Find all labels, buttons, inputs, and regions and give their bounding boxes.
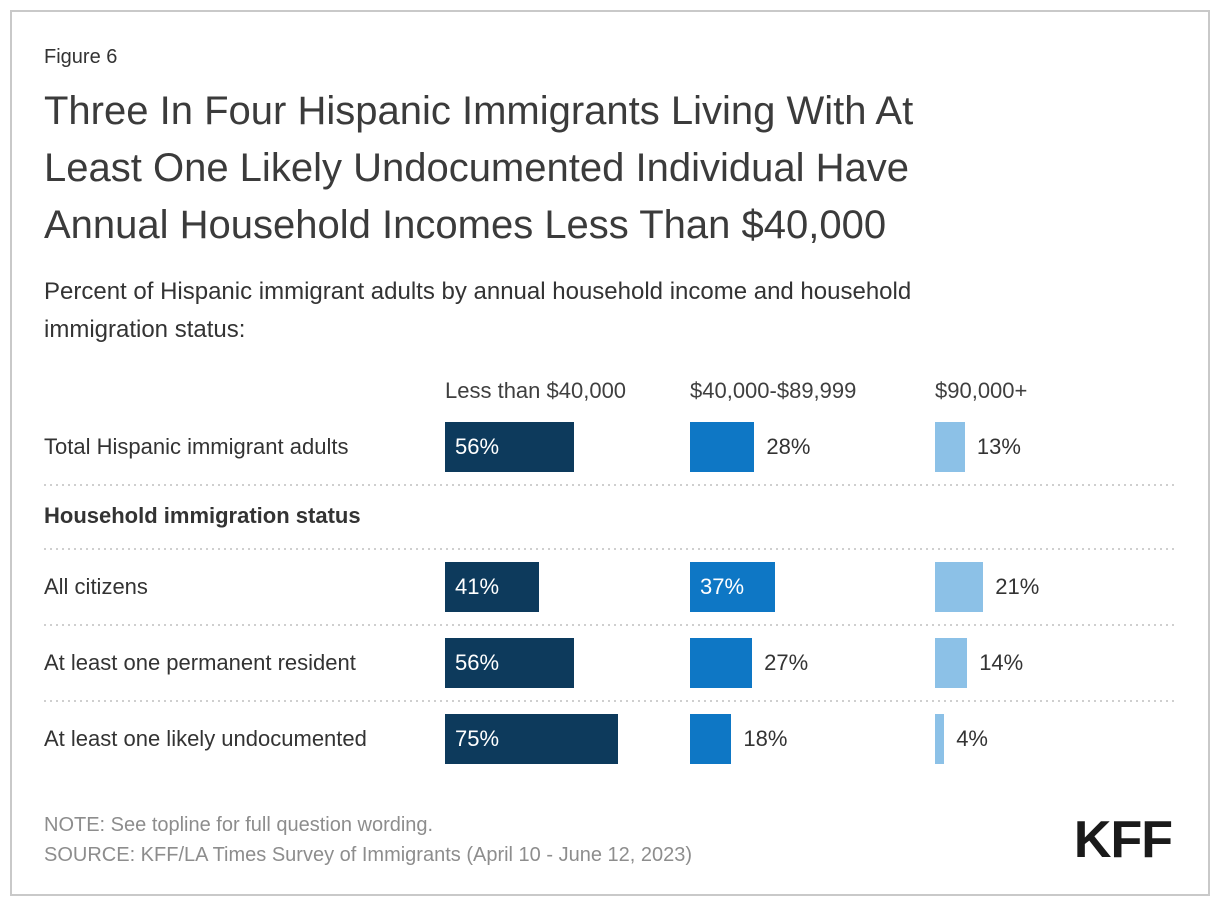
- bar-cell-less-than-40k: 56%: [445, 421, 690, 472]
- figure-label: Figure 6: [44, 46, 118, 68]
- bar-cell-less-than-40k: 56%: [445, 637, 690, 688]
- bar-value-label: 28%: [766, 433, 811, 459]
- bar-value-label: 41%: [455, 573, 500, 599]
- income-bar-chart: Less than $40,000 $40,000-$89,999 $90,00…: [44, 378, 1176, 776]
- bar-cell-90k-plus: 4%: [935, 713, 1180, 764]
- row-at-least-one-likely-undocumented: At least one likely undocumented 75% 18%…: [44, 702, 1176, 776]
- figure-subtitle: Percent of Hispanic immigrant adults by …: [44, 273, 1176, 347]
- bar: 37%: [690, 561, 776, 612]
- bar: [935, 637, 968, 688]
- bar-cell-40k-to-89k: 18%: [690, 713, 935, 764]
- bar-cell-40k-to-89k: 28%: [690, 421, 935, 472]
- row-divider: [44, 699, 1176, 702]
- column-header-row: Less than $40,000 $40,000-$89,999 $90,00…: [44, 378, 1176, 404]
- row-divider: [44, 547, 1176, 550]
- bar: 56%: [445, 637, 574, 688]
- bar-cell-less-than-40k: 41%: [445, 561, 690, 612]
- bar-cell-90k-plus: 13%: [935, 421, 1180, 472]
- figure-subtitle-line-2: immigration status:: [44, 315, 246, 343]
- kff-logo: KFF: [1073, 811, 1173, 869]
- bar-value-label: 13%: [976, 433, 1021, 459]
- bar-cell-40k-to-89k: 27%: [690, 637, 935, 688]
- row-label: At least one likely undocumented: [44, 725, 367, 751]
- bar-value-label: 14%: [979, 649, 1024, 675]
- bar: 56%: [445, 421, 574, 472]
- column-header-less-than-40k: Less than $40,000: [445, 377, 627, 403]
- figure-footer: NOTE: See topline for full question word…: [44, 810, 1176, 871]
- bar: 41%: [445, 561, 540, 612]
- bar: [690, 421, 755, 472]
- bar-value-label: 18%: [743, 725, 788, 751]
- bar-cell-40k-to-89k: 37%: [690, 561, 935, 612]
- figure-title-line-1: Three In Four Hispanic Immigrants Living…: [44, 89, 914, 133]
- bar-value-label: 27%: [764, 649, 809, 675]
- figure-subtitle-line-1: Percent of Hispanic immigrant adults by …: [44, 278, 912, 306]
- row-at-least-one-permanent-resident: At least one permanent resident 56% 27% …: [44, 626, 1176, 700]
- column-header-90k-plus: $90,000+: [935, 377, 1028, 403]
- section-header-row: Household immigration status: [44, 486, 1176, 548]
- bar: [935, 421, 965, 472]
- bar: [935, 561, 984, 612]
- bar: [690, 637, 753, 688]
- bar-value-label: 21%: [995, 573, 1040, 599]
- row-label: All citizens: [44, 573, 148, 599]
- bar-cell-90k-plus: 14%: [935, 637, 1180, 688]
- bar-value-label: 4%: [956, 725, 988, 751]
- bar-value-label: 75%: [455, 725, 500, 751]
- bar: [935, 713, 945, 764]
- row-label: At least one permanent resident: [44, 649, 356, 675]
- column-header-40k-to-89k: $40,000-$89,999: [690, 377, 857, 403]
- figure-title-line-3: Annual Household Incomes Less Than $40,0…: [44, 202, 887, 247]
- bar-value-label: 56%: [455, 433, 500, 459]
- row-total-hispanic-immigrant-adults: Total Hispanic immigrant adults 56% 28% …: [44, 410, 1176, 484]
- bar: [690, 713, 732, 764]
- source-text: SOURCE: KFF/LA Times Survey of Immigrant…: [44, 844, 693, 867]
- bar-cell-90k-plus: 21%: [935, 561, 1180, 612]
- figure-title: Three In Four Hispanic Immigrants Living…: [44, 83, 1176, 253]
- figure-card: Figure 6 Three In Four Hispanic Immigran…: [10, 10, 1210, 896]
- bar: 75%: [445, 713, 618, 764]
- row-divider: [44, 623, 1176, 626]
- figure-title-line-2: Least One Likely Undocumented Individual…: [44, 145, 909, 190]
- bar-cell-less-than-40k: 75%: [445, 713, 690, 764]
- row-all-citizens: All citizens 41% 37% 21%: [44, 550, 1176, 624]
- section-header: Household immigration status: [44, 502, 361, 528]
- note-text: NOTE: See topline for full question word…: [44, 813, 434, 836]
- row-label: Total Hispanic immigrant adults: [44, 433, 349, 459]
- bar-value-label: 56%: [455, 649, 500, 675]
- bar-value-label: 37%: [700, 573, 745, 599]
- row-divider: [44, 483, 1176, 486]
